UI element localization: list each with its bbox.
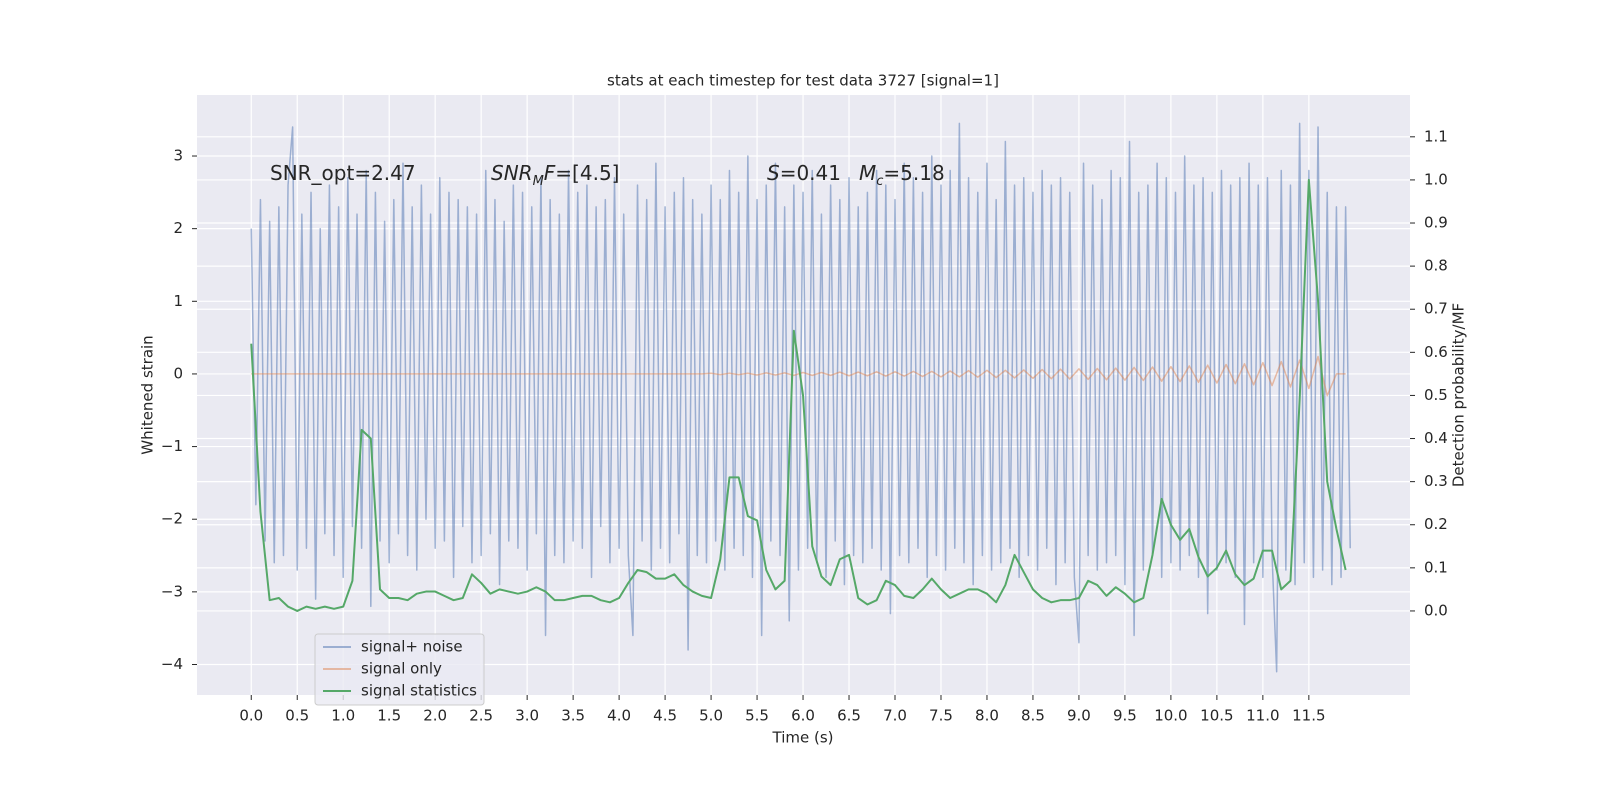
legend-label: signal+ noise xyxy=(361,638,463,656)
x-tick-label: 5.0 xyxy=(699,707,723,725)
annotation: S=0.41 xyxy=(767,161,841,185)
x-tick-label: 8.5 xyxy=(1021,707,1045,725)
x-tick-label: 9.5 xyxy=(1113,707,1137,725)
y-tick-label: −4 xyxy=(161,655,183,673)
x-tick-label: 5.5 xyxy=(745,707,769,725)
annotation: SNR_opt=2.47 xyxy=(270,161,416,185)
annotation-text: SNR xyxy=(491,161,533,185)
x-tick-label: 4.5 xyxy=(653,707,677,725)
x-tick-label: 10.0 xyxy=(1154,707,1187,725)
annotation: SNRMF=[4.5] xyxy=(491,161,619,189)
y-tick-label: 3 xyxy=(173,147,183,165)
annotation-text: =5.18 xyxy=(883,161,944,185)
y-tick-label: −3 xyxy=(161,582,183,600)
x-axis-label: Time (s) xyxy=(772,729,834,747)
series-line xyxy=(251,355,1346,397)
x-tick-label: 8.0 xyxy=(975,707,999,725)
y-axis-label: Whitened strain xyxy=(139,335,157,454)
annotation-text: S xyxy=(767,161,780,185)
y-tick-label: −1 xyxy=(161,437,183,455)
y2-tick-label: 0.2 xyxy=(1424,515,1448,533)
y2-tick-label: 0.6 xyxy=(1424,343,1448,361)
x-tick-label: 7.5 xyxy=(929,707,953,725)
x-tick-label: 7.0 xyxy=(883,707,907,725)
y-tick-label: 2 xyxy=(173,219,183,237)
x-tick-label: 1.0 xyxy=(331,707,355,725)
y2-axis-label: Detection probability/MF xyxy=(1450,303,1468,487)
y2-tick-label: 0.8 xyxy=(1424,257,1448,275)
x-tick-label: 6.0 xyxy=(791,707,815,725)
x-tick-label: 0.5 xyxy=(285,707,309,725)
annotation-text: =[4.5] xyxy=(555,161,619,185)
chart-title: stats at each timestep for test data 372… xyxy=(607,72,999,90)
x-tick-label: 3.0 xyxy=(515,707,539,725)
annotation-text: SNR_opt=2.47 xyxy=(270,161,416,185)
x-tick-label: 2.5 xyxy=(469,707,493,725)
x-tick-label: 2.0 xyxy=(423,707,447,725)
legend-label: signal statistics xyxy=(361,682,477,700)
annotation-text: =0.41 xyxy=(780,161,841,185)
x-tick-label: 0.0 xyxy=(239,707,263,725)
x-tick-label: 6.5 xyxy=(837,707,861,725)
legend-box xyxy=(314,633,485,706)
annotation-subscript: c xyxy=(876,174,883,189)
series-line xyxy=(250,178,1347,612)
y2-tick-label: 0.0 xyxy=(1424,601,1448,619)
y2-tick-label: 0.4 xyxy=(1424,429,1448,447)
x-tick-label: 11.5 xyxy=(1292,707,1325,725)
annotation-text: F xyxy=(544,161,556,185)
y2-tick-label: 0.7 xyxy=(1424,300,1448,318)
x-tick-label: 3.5 xyxy=(561,707,585,725)
y-tick-label: −2 xyxy=(161,510,183,528)
marks xyxy=(250,122,1351,673)
x-tick-label: 4.0 xyxy=(607,707,631,725)
y2-tick-label: 1.1 xyxy=(1424,127,1448,145)
y2-tick-label: 1.0 xyxy=(1424,170,1448,188)
x-tick-label: 1.5 xyxy=(377,707,401,725)
annotation-text: M xyxy=(859,161,876,185)
x-tick-label: 10.5 xyxy=(1200,707,1233,725)
annotation-subscript: M xyxy=(533,174,544,189)
y-tick-label: 1 xyxy=(173,292,183,310)
x-tick-label: 9.0 xyxy=(1067,707,1091,725)
x-tick-label: 11.0 xyxy=(1246,707,1279,725)
legend-label: signal only xyxy=(361,660,442,678)
annotation: Mc=5.18 xyxy=(859,161,945,189)
y-tick-label: 0 xyxy=(173,364,183,382)
y2-tick-label: 0.1 xyxy=(1424,558,1448,576)
y2-tick-label: 0.5 xyxy=(1424,386,1448,404)
y2-tick-label: 0.9 xyxy=(1424,214,1448,232)
axes: 0.0 0.5 1.0 1.5 2.0 2.5 3.0 3.5 4.0 4.5 5.0 5.5 6.0 6… xyxy=(161,127,1448,724)
y2-tick-label: 0.3 xyxy=(1424,472,1448,490)
legend: signal+ noise signal only signal statistic… xyxy=(314,633,485,706)
